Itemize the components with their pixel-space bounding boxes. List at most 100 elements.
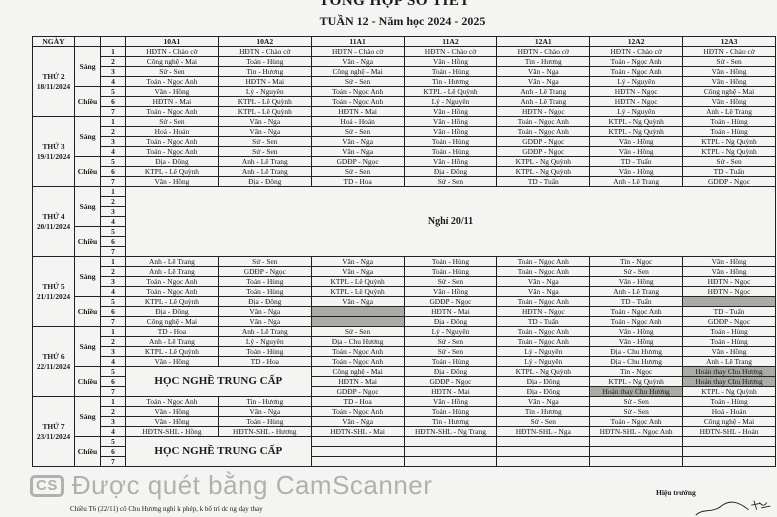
lesson-cell: Toán - Ngọc Anh — [125, 396, 219, 407]
period-number: 1 — [100, 186, 126, 197]
table-row: THỨ 7 23/11/2024 Sáng 1 Toán - Ngọc Anh Tin -… — [32, 396, 776, 467]
table-row: 6 KTPL - Lê Quỳnh Anh - Lê Trang Sử - Sen Đị… — [33, 166, 776, 177]
day-label: THỨ 2 — [42, 71, 65, 81]
period-number: 2 — [100, 126, 126, 137]
day-date: 19/11/2024 — [36, 151, 71, 161]
day-label: THỨ 5 — [42, 281, 65, 291]
lesson-cell — [496, 436, 591, 447]
lesson-cell: Toán - Hùng — [403, 256, 498, 267]
table-row: 7 Văn - Hồng Địa - Đông TD - Hoa Sử - Sen TD … — [33, 176, 776, 187]
lesson-cell: TD - Hoa — [125, 326, 219, 337]
period-number: 3 — [100, 276, 126, 287]
lesson-cell: KTPL - Ng Quỳnh — [682, 386, 776, 397]
table-row: 2 Văn - Hồng Văn - Nga Toán - Ngọc Anh Toán … — [33, 406, 776, 417]
table-row: Chiều 5 Địa - Đông Anh - Lê Trang GDĐP - Ngọ… — [33, 156, 776, 187]
lesson-cell: Hoá - Hoán — [125, 126, 219, 137]
lesson-cell: Lý - Nguyên — [217, 336, 312, 347]
lesson-cell: HĐTN-SHL - Hồng — [125, 426, 219, 437]
lesson-cell: Lý - Nguyên — [403, 96, 498, 107]
lesson-cell — [403, 436, 498, 447]
lesson-cell: KTPL - Ng Quỳnh — [496, 156, 591, 167]
lesson-cell: GDĐP - Ngọc — [682, 316, 776, 327]
day-cell: THỨ 7 23/11/2024 — [32, 396, 75, 467]
session-afternoon: Chiều — [74, 296, 101, 327]
lesson-cell: Tin - Hương — [217, 66, 312, 77]
lesson-cell: Lý - Nguyên — [496, 346, 591, 357]
lesson-cell: Địa - Đông — [125, 156, 219, 167]
lesson-cell: HĐTN - Mai — [403, 306, 498, 317]
header-row: NGÀY 10A1 10A2 11A1 11A2 12A1 12A2 12A3 — [32, 36, 776, 47]
lesson-cell: Văn - Nga — [217, 116, 312, 127]
lesson-cell: Toán - Ngọc Anh — [589, 66, 684, 77]
period-number: 7 — [100, 456, 126, 467]
lesson-cell: Sử - Sen — [125, 66, 219, 77]
lesson-cell: GDĐP - Ngọc — [403, 296, 498, 307]
session-morning: Sáng — [74, 396, 101, 437]
table-row: 2 Anh - Lê Trang Lý - Nguyên Địa - Chu Hươn… — [33, 336, 776, 347]
day-label: THỨ 4 — [42, 211, 65, 221]
lesson-cell: Toán - Hùng — [682, 336, 776, 347]
lesson-cell: Toán - Hùng — [682, 396, 776, 407]
lesson-cell: Tin - Hương — [496, 406, 591, 417]
day-cell: THỨ 2 18/11/2024 — [32, 46, 75, 117]
lesson-cell: Toán - Ngọc Anh — [310, 346, 405, 357]
table-row: THỨ 2 18/11/2024 Sáng 1 HĐTN - Chào cờ HĐTN -… — [32, 46, 776, 117]
period-number: 5 — [100, 156, 126, 167]
period-number: 7 — [100, 106, 126, 117]
lesson-cell: Văn - Nga — [217, 126, 312, 137]
lesson-cell: TD - Hoa — [310, 176, 405, 187]
header-class: 10A2 — [217, 36, 312, 47]
timetable: NGÀY 10A1 10A2 11A1 11A2 12A1 12A2 12A3 … — [32, 36, 776, 467]
lesson-cell: Hoán thay Chu Hương — [589, 386, 684, 397]
lesson-cell: Anh - Lê Trang — [496, 96, 591, 107]
lesson-cell: KTPL - Ng Quỳnh — [589, 376, 684, 387]
lesson-cell: Toán - Ngọc Anh — [125, 286, 219, 297]
day-cell: THỨ 3 19/11/2024 — [32, 116, 75, 187]
table-row: 4 HĐTN-SHL - Hồng HĐTN-SHL - Hương HĐTN-SHL… — [33, 426, 776, 437]
lesson-cell: Toán - Ngọc Anh — [589, 416, 684, 427]
vocational-training-cell: HỌC NGHỀ TRUNG CẤP — [125, 436, 312, 467]
lesson-cell: Toán - Hùng — [217, 416, 312, 427]
day-cell: THỨ 5 21/11/2024 — [32, 256, 75, 327]
lesson-cell: Công nghệ - Mai — [310, 366, 405, 377]
lesson-cell: TD - Tuấn — [682, 306, 776, 317]
watermark-text: Được quét bằng CamScanner — [71, 470, 433, 500]
day-date: 18/11/2024 — [36, 81, 71, 91]
lesson-cell: Văn - Hồng — [589, 336, 684, 347]
lesson-cell: KTPL - Ng Quỳnh — [496, 166, 591, 177]
lesson-cell: Sử - Sen — [496, 416, 591, 427]
lesson-cell: HĐTN - Ngọc — [682, 286, 776, 297]
lesson-cell: Văn - Hồng — [403, 106, 498, 117]
lesson-cell: Văn - Nga — [310, 136, 405, 147]
lesson-cell: Văn - Hồng — [682, 346, 776, 357]
lesson-cell: Toán - Hùng — [403, 266, 498, 277]
period-number: 2 — [100, 336, 126, 347]
lesson-cell — [682, 446, 776, 457]
lesson-cell: TD - Hoa — [310, 396, 405, 407]
lesson-cell: Sử - Sen — [403, 346, 498, 357]
lesson-cell: Sử - Sen — [310, 126, 405, 137]
lesson-cell: Công nghệ - Mai — [125, 316, 219, 327]
footnote: Chiều T6 (22/11) cô Chu Hương nghỉ k phé… — [70, 505, 263, 513]
lesson-cell: HĐTN - Chào cờ — [589, 46, 684, 57]
period-number: 4 — [100, 356, 126, 367]
lesson-cell: Văn - Hồng — [125, 356, 219, 367]
period-number: 4 — [100, 286, 126, 297]
table-row: 6 Địa - Đông Văn - Nga HĐTN - Mai HĐTN - Ngọ… — [33, 306, 776, 317]
day-cell: THỨ 6 22/11/2024 — [32, 326, 75, 397]
lesson-cell: Toán - Hùng — [217, 346, 312, 357]
lesson-cell: Văn - Hồng — [125, 416, 219, 427]
lesson-cell: Toán - Ngọc Anh — [125, 76, 219, 87]
lesson-cell: Hoán thay Chu Hương — [682, 366, 776, 377]
lesson-cell: Công nghệ - Mai — [310, 66, 405, 77]
lesson-cell: Toán - Ngọc Anh — [496, 296, 591, 307]
header-class: 10A1 — [125, 36, 219, 47]
period-number: 6 — [100, 446, 126, 457]
table-row: THỨ 5 21/11/2024 Sáng 1 Anh - Lê Trang Sử - S… — [32, 256, 776, 327]
lesson-cell: Sử - Sen — [125, 116, 219, 127]
lesson-cell: Sử - Sen — [682, 56, 776, 67]
period-number: 2 — [100, 56, 126, 67]
day-label: THỨ 3 — [42, 141, 65, 151]
lesson-cell: Sử - Sen — [217, 256, 312, 267]
lesson-cell: Toán - Hùng — [217, 286, 312, 297]
